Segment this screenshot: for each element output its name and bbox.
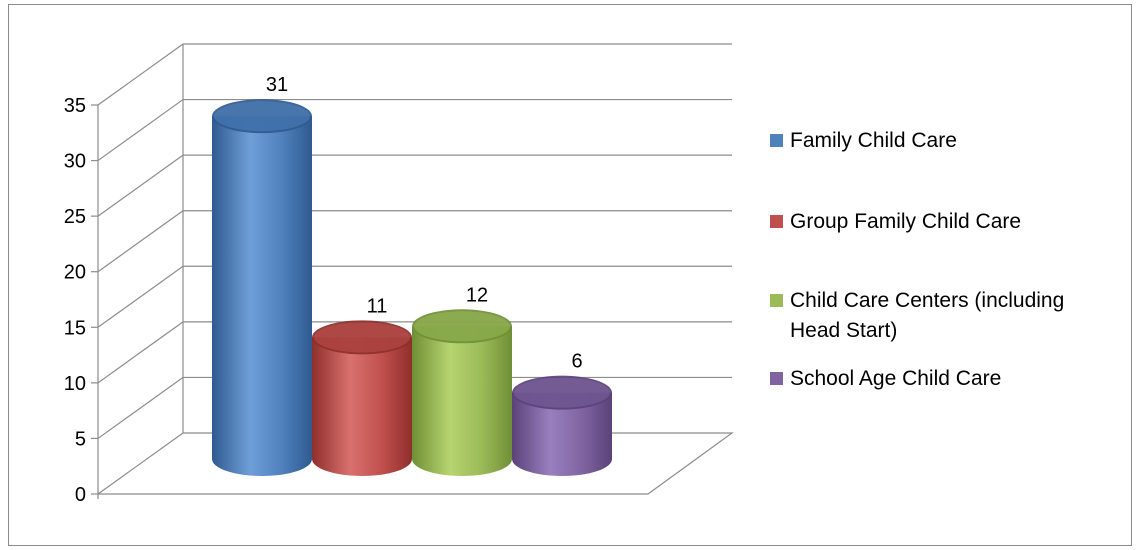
y-tick-label: 10 (64, 373, 86, 395)
bar-0 (212, 116, 312, 476)
chart-walls (97, 44, 734, 499)
floor-outline (97, 432, 734, 495)
y-tick-label: 0 (75, 484, 86, 506)
legend-swatch-2 (770, 294, 783, 307)
bar-1 (312, 337, 412, 476)
y-tick-label: 15 (64, 317, 86, 339)
gridline-side-30 (97, 99, 184, 162)
y-tick-label: 30 (64, 151, 86, 173)
data-label-1: 11 (367, 295, 388, 317)
y-axis: 0 5 10 15 20 25 30 35 (64, 95, 98, 506)
bar-top-highlight-1 (314, 322, 410, 353)
bar-top-highlight-3 (514, 377, 610, 408)
legend-swatch-0 (770, 134, 783, 147)
gridline-side-35 (97, 43, 184, 106)
bar-2 (412, 326, 512, 476)
gridline-side-10 (97, 321, 184, 384)
data-label-2: 12 (466, 284, 488, 306)
bar-3 (512, 392, 612, 476)
data-label-3: 6 (571, 351, 582, 373)
legend: Family Child Care Group Family Child Care… (770, 129, 1064, 390)
y-tick-label: 5 (75, 428, 86, 450)
legend-label-1: Group Family Child Care (790, 210, 1021, 233)
gridline-side-20 (97, 210, 184, 273)
legend-label-3: School Age Child Care (790, 367, 1001, 390)
legend-swatch-1 (770, 215, 783, 228)
y-tick-label: 20 (64, 262, 86, 284)
data-labels: 31 11 12 6 (266, 74, 583, 372)
legend-label-2: Child Care Centers (including (790, 289, 1064, 312)
legend-swatch-3 (770, 372, 783, 385)
gridline-side-15 (97, 265, 184, 328)
gridline-side-5 (97, 376, 184, 439)
legend-label-0: Family Child Care (790, 129, 957, 152)
legend-label-2: Head Start) (790, 319, 897, 342)
y-tick-label: 35 (64, 95, 86, 117)
data-label-0: 31 (266, 74, 288, 96)
gridline-side-25 (97, 154, 184, 217)
y-tick-label: 25 (64, 206, 86, 228)
bar-top-highlight-2 (414, 311, 510, 342)
bars (212, 99, 612, 476)
bar-top-highlight-0 (214, 101, 310, 132)
